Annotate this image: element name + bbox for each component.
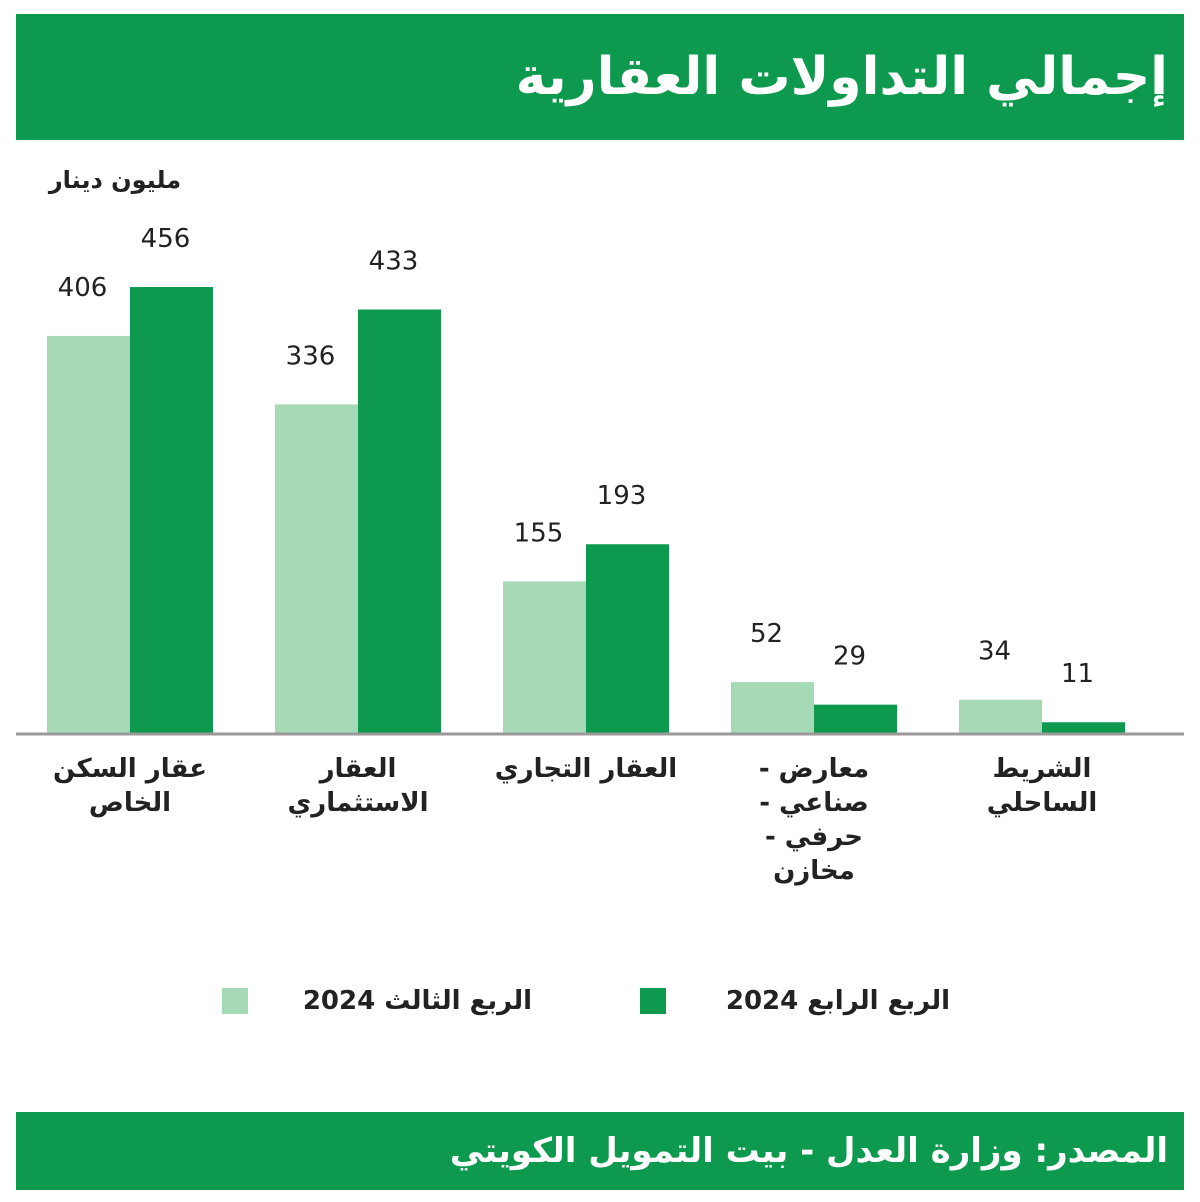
data-label: 11 <box>1061 659 1094 689</box>
data-label: 456 <box>141 224 191 254</box>
footer: المصدر: وزارة العدل - بيت التمويل الكويت… <box>16 1112 1184 1190</box>
bar <box>358 309 441 733</box>
bar <box>1042 722 1125 733</box>
data-label: 29 <box>833 642 866 672</box>
bar <box>130 287 213 733</box>
bar <box>731 682 814 733</box>
data-label: 336 <box>286 341 336 371</box>
x-tick-label: العقار الاستثماري <box>287 754 429 818</box>
legend-swatch <box>640 988 666 1014</box>
bar <box>959 699 1042 733</box>
bar <box>503 581 586 733</box>
legend-swatch <box>222 988 248 1014</box>
x-tick-label: عقار السكن الخاص <box>53 754 207 818</box>
source: المصدر: وزارة العدل - بيت التمويل الكويت… <box>449 1131 1168 1171</box>
bar <box>814 704 897 733</box>
unit-label: مليون دينار <box>48 166 182 194</box>
header: إجمالي التداولات العقارية <box>16 14 1184 140</box>
legend-label: الربع الثالث 2024 <box>302 986 532 1016</box>
bar <box>47 335 130 733</box>
data-label: 193 <box>597 481 647 511</box>
data-label: 406 <box>58 273 108 303</box>
bar <box>586 544 669 733</box>
bar <box>275 404 358 733</box>
data-label: 34 <box>978 637 1011 667</box>
x-tick-label: الشريط الساحلي <box>986 754 1098 818</box>
data-label: 52 <box>750 619 783 649</box>
x-tick-label: معارض - صناعي - حرفي - مخازن <box>758 754 870 886</box>
data-label: 155 <box>514 518 564 548</box>
chart-title: إجمالي التداولات العقارية <box>515 47 1168 107</box>
x-tick-label: العقار التجاري <box>494 754 678 784</box>
legend-label: الربع الرابع 2024 <box>725 986 950 1016</box>
data-label: 433 <box>369 247 419 277</box>
